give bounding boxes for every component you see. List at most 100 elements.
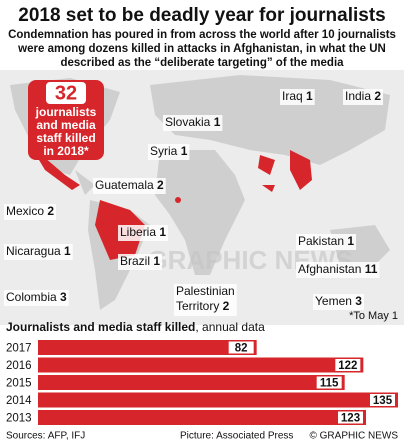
country-label: India 2 [343,89,384,105]
value-label: 82 [235,343,248,355]
label-background [4,204,57,220]
country-name: Palestinian [176,284,235,298]
country-name: Afghanistan [298,262,365,276]
country-count: 1 [153,254,160,268]
badge-count-box [46,82,86,104]
country: Iraq 1 [282,89,313,103]
country-label: Slovakia 1 [163,115,223,131]
india-shape [290,150,312,190]
bar [38,410,366,425]
label-background [313,294,364,310]
country-count: 2 [223,299,230,313]
country-label: Brazil 1 [118,254,163,270]
country: Nicaragua 1 [6,244,71,258]
country-name: Liberia [120,225,159,239]
label-background [296,262,380,278]
note: *To May 1 [349,310,398,322]
country-line: Territory 2 [176,299,230,313]
country-label: Nicaragua 1 [4,244,73,260]
bar [38,375,345,390]
country-name: Mexico [6,204,47,218]
country-name: Colombia [6,290,60,304]
country-count: 3 [355,294,362,308]
country-count: 2 [374,89,381,103]
country-label: Afghanistan 11 [296,262,380,278]
country-label: Colombia 3 [4,290,69,306]
label-background [4,290,69,306]
country-label: Mexico 2 [4,204,57,220]
country: Yemen 3 [315,294,362,308]
yemen-shape [262,185,275,192]
country-name: Nicaragua [6,244,64,258]
country-count: 2 [157,178,164,192]
country-label: Guatemala 2 [93,178,166,194]
label-background [93,178,166,194]
africa [155,150,245,275]
country-name: Slovakia [165,115,214,129]
country-name: Syria [150,144,181,158]
country-name: Brazil [120,254,153,268]
badge-count: 32 [55,82,77,104]
label-background [343,89,384,105]
country: Slovakia 1 [165,115,221,129]
country-label: Yemen 3 [313,294,364,310]
country-count: 1 [64,244,71,258]
country: Brazil 1 [120,254,160,268]
country-label: Syria 1 [148,144,190,160]
badge-line: staff killed [36,131,95,145]
country-label: Pakistan 1 [296,234,357,250]
country: Liberia 1 [120,225,166,239]
country-count: 2 [47,204,54,218]
value-label-box [335,359,361,371]
bar [38,392,398,408]
eurasia [150,75,390,165]
country: Syria 1 [150,144,188,158]
value-label: 135 [373,395,393,407]
country-label: Liberia 1 [118,225,169,241]
value-label-box [316,376,342,389]
country: Pakistan 1 [298,234,354,248]
country-name: Guatemala [95,178,157,192]
country: Mexico 2 [6,204,54,218]
label-background [174,284,237,316]
sources: Sources: AFP, IFJ [6,431,85,442]
label-background [118,225,169,241]
picture-credit: Picture: Associated Press [180,431,293,442]
title: 2018 set to be deadly year for journalis… [18,5,385,26]
badge-line: and media [36,118,96,132]
country: India 2 [345,89,381,103]
category-label: 2015 [6,378,32,390]
country: Colombia 3 [6,290,67,304]
label-background [163,115,223,131]
credit: © GRAPHIC NEWS [310,431,399,442]
country: Guatemala 2 [95,178,164,192]
label-background [148,144,190,160]
value-label: 123 [341,413,360,425]
country: Afghanistan 11 [298,262,378,276]
country-count: 11 [365,262,378,276]
value-label: 115 [320,378,339,390]
country-count: 1 [159,225,166,239]
country-count: 1 [347,234,354,248]
subtitle-line: Condemnation has poured in from across t… [8,29,396,41]
country-label: Iraq 1 [280,89,315,105]
label-background [296,234,357,250]
category-label: 2013 [6,413,32,425]
country-name: Iraq [282,89,306,103]
country-name: India [345,89,374,103]
country-count: 1 [181,144,188,158]
chart-title-main: Journalists and media staff killed [6,320,195,334]
value-label-box [370,394,395,406]
label-background [118,254,163,270]
label-background [4,244,73,260]
category-label: 2017 [6,343,32,355]
subtitle-line: were among dozens killed in attacks in A… [17,43,386,55]
liberia-shape [175,197,181,203]
badge-line: in 2018* [43,144,89,158]
chart-title-note: , annual data [195,320,265,334]
country-name-rest: Territory [176,299,223,313]
chart-title: Journalists and media staff killed, annu… [6,320,265,334]
country-count: 3 [60,290,67,304]
value-label: 122 [338,360,357,372]
